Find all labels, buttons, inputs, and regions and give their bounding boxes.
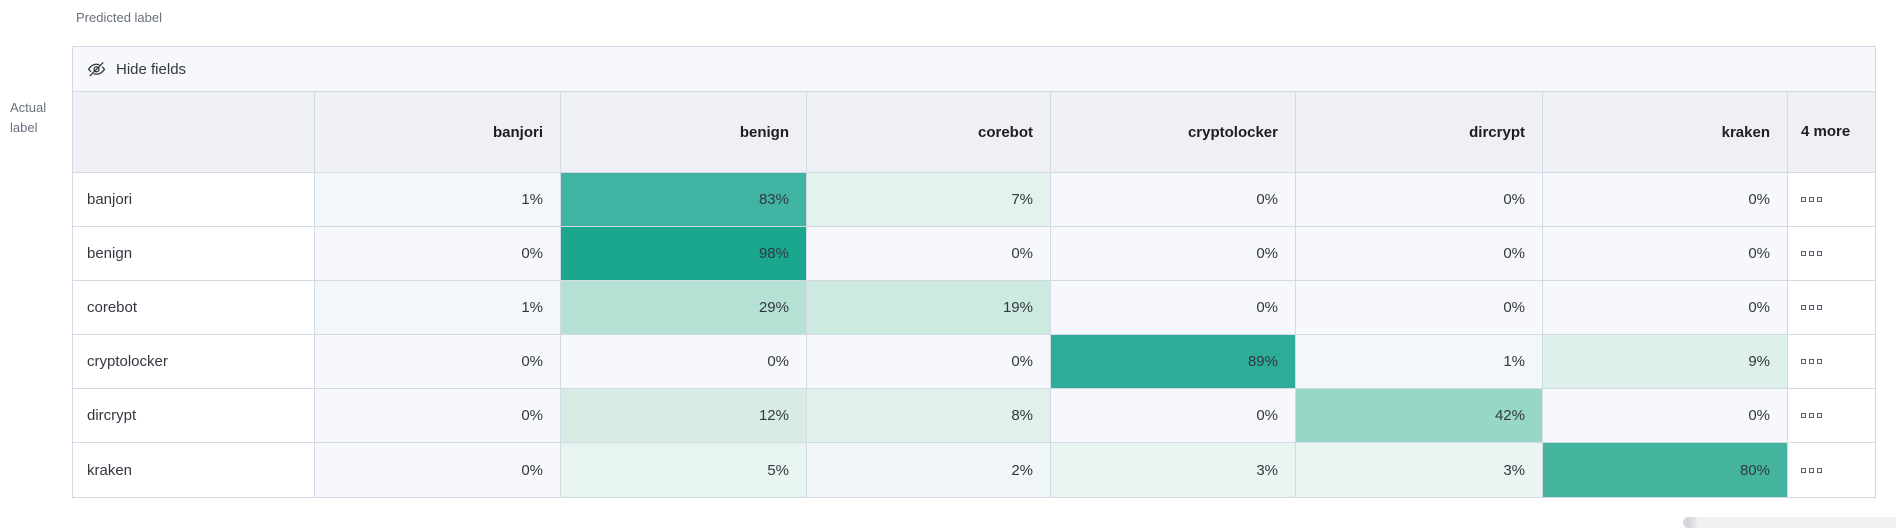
matrix-cell: 80% — [1543, 443, 1788, 497]
predicted-label: Predicted label — [76, 10, 162, 25]
hide-fields-button[interactable]: Hide fields — [87, 60, 186, 79]
matrix-cell: 0% — [1543, 227, 1788, 281]
matrix-cell: 98% — [561, 227, 807, 281]
table-row: benign 0% 98% 0% 0% 0% 0% — [73, 227, 1875, 281]
matrix-cell: 0% — [1296, 281, 1543, 335]
matrix-cell: 0% — [1543, 389, 1788, 443]
matrix-cell: 89% — [1051, 335, 1296, 389]
more-columns-cell[interactable] — [1788, 443, 1875, 497]
matrix-cell: 42% — [1296, 389, 1543, 443]
matrix-cell: 0% — [1543, 281, 1788, 335]
matrix-cell: 9% — [1543, 335, 1788, 389]
table-row: kraken 0% 5% 2% 3% 3% 80% — [73, 443, 1875, 497]
matrix-cell: 0% — [807, 227, 1051, 281]
header-row: banjori benign corebot cryptolocker dircrypt… — [73, 92, 1875, 173]
column-header-dircrypt: dircrypt — [1296, 92, 1543, 173]
matrix-cell: 0% — [315, 227, 561, 281]
row-label-dircrypt: dircrypt — [73, 389, 315, 443]
row-label-corebot: corebot — [73, 281, 315, 335]
boxes-horizontal-icon — [1801, 251, 1822, 256]
more-columns-cell[interactable] — [1788, 335, 1875, 389]
eye-closed-icon — [87, 60, 106, 79]
matrix-cell: 19% — [807, 281, 1051, 335]
hide-fields-label: Hide fields — [116, 60, 187, 78]
table-row: dircrypt 0% 12% 8% 0% 42% 0% — [73, 389, 1875, 443]
matrix-body: banjori 1% 83% 7% 0% 0% 0% benign 0% 98% 0% 0% 0% 0% c… — [73, 173, 1875, 497]
column-header-benign: benign — [561, 92, 807, 173]
matrix-cell: 0% — [807, 335, 1051, 389]
boxes-horizontal-icon — [1801, 197, 1822, 202]
matrix-cell: 0% — [1543, 173, 1788, 227]
boxes-horizontal-icon — [1801, 359, 1822, 364]
more-columns-cell[interactable] — [1788, 173, 1875, 227]
matrix-cell: 0% — [1051, 389, 1296, 443]
matrix-cell: 12% — [561, 389, 807, 443]
column-header-cryptolocker: cryptolocker — [1051, 92, 1296, 173]
matrix-cell: 0% — [315, 335, 561, 389]
matrix-cell: 0% — [1051, 227, 1296, 281]
boxes-horizontal-icon — [1801, 305, 1822, 310]
matrix-cell: 3% — [1296, 443, 1543, 497]
matrix-cell: 5% — [561, 443, 807, 497]
matrix-cell: 2% — [807, 443, 1051, 497]
table-row: cryptolocker 0% 0% 0% 89% 1% 9% — [73, 335, 1875, 389]
grid-toolbar: Hide fields — [73, 47, 1875, 92]
boxes-horizontal-icon — [1801, 413, 1822, 418]
matrix-cell: 7% — [807, 173, 1051, 227]
matrix-cell: 0% — [1296, 227, 1543, 281]
table-row: banjori 1% 83% 7% 0% 0% 0% — [73, 173, 1875, 227]
matrix-cell: 8% — [807, 389, 1051, 443]
horizontal-scrollbar[interactable] — [1683, 517, 1896, 528]
matrix-cell: 0% — [561, 335, 807, 389]
matrix-cell: 29% — [561, 281, 807, 335]
actual-label: Actual label — [10, 100, 47, 135]
column-header-kraken: kraken — [1543, 92, 1788, 173]
matrix-cell: 1% — [315, 281, 561, 335]
header-corner-cell — [73, 92, 315, 173]
confusion-matrix-panel: Hide fields banjori benign corebot cryptolo… — [72, 46, 1876, 498]
matrix-cell: 0% — [1051, 173, 1296, 227]
more-columns-cell[interactable] — [1788, 389, 1875, 443]
row-label-banjori: banjori — [73, 173, 315, 227]
column-header-more[interactable]: 4 more — [1788, 92, 1875, 173]
row-label-benign: benign — [73, 227, 315, 281]
row-label-kraken: kraken — [73, 443, 315, 497]
matrix-cell: 0% — [315, 389, 561, 443]
matrix-cell: 0% — [1296, 173, 1543, 227]
matrix-cell: 83% — [561, 173, 807, 227]
matrix-cell: 0% — [315, 443, 561, 497]
more-columns-cell[interactable] — [1788, 281, 1875, 335]
matrix-cell: 1% — [1296, 335, 1543, 389]
matrix-cell: 3% — [1051, 443, 1296, 497]
table-row: corebot 1% 29% 19% 0% 0% 0% — [73, 281, 1875, 335]
more-columns-cell[interactable] — [1788, 227, 1875, 281]
column-header-banjori: banjori — [315, 92, 561, 173]
matrix-cell: 0% — [1051, 281, 1296, 335]
row-label-cryptolocker: cryptolocker — [73, 335, 315, 389]
column-header-corebot: corebot — [807, 92, 1051, 173]
matrix-cell: 1% — [315, 173, 561, 227]
boxes-horizontal-icon — [1801, 467, 1822, 473]
